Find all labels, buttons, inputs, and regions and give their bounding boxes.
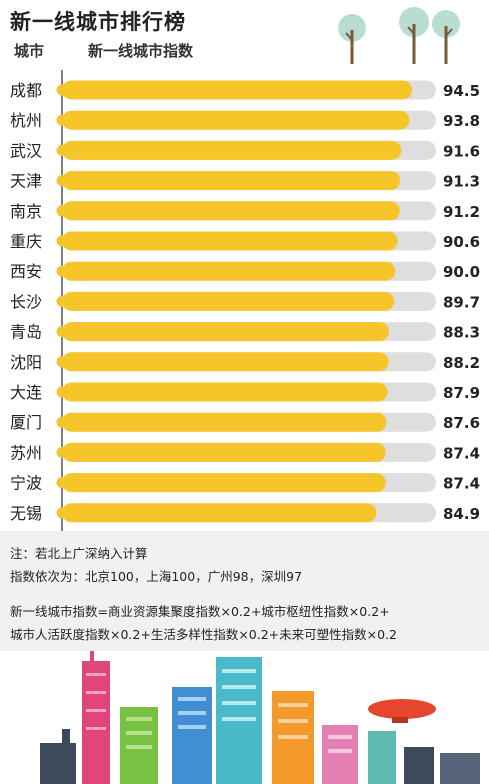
category-label: 宁波 — [10, 474, 42, 493]
bar — [62, 171, 401, 191]
value-label: 87.4 — [443, 475, 480, 493]
bar — [62, 201, 400, 221]
tree-icon — [432, 10, 460, 64]
bar — [62, 80, 412, 100]
value-label: 84.9 — [443, 505, 480, 523]
airship-icon — [368, 699, 436, 719]
axis-dot — [56, 205, 68, 217]
category-label: 武汉 — [10, 141, 42, 160]
category-label: 成都 — [10, 81, 42, 100]
axis-dot — [56, 386, 68, 398]
value-label: 87.6 — [443, 414, 480, 432]
axis-dot — [56, 235, 68, 247]
bar — [62, 473, 386, 493]
city-skyline-illustration — [40, 651, 480, 784]
note-line-1: 注：若北上广深纳入计算 — [10, 546, 148, 561]
column-header-city: 城市 — [14, 42, 45, 60]
category-label: 沈阳 — [10, 353, 42, 372]
category-label: 天津 — [10, 172, 42, 191]
bar — [62, 412, 387, 432]
bar — [62, 291, 395, 311]
value-label: 89.7 — [443, 293, 480, 311]
axis-dot — [56, 295, 68, 307]
value-label: 88.3 — [443, 324, 480, 342]
bar — [62, 442, 386, 462]
category-label: 苏州 — [10, 443, 42, 462]
axis-dot — [56, 416, 68, 428]
category-label: 青岛 — [10, 323, 42, 342]
value-label: 93.8 — [443, 112, 480, 130]
bar-chart: 成都 94.5 杭州 93.8 武汉 91.6 天津 91.3 南京 91.2 重庆 90.6 西安 90… — [10, 70, 480, 531]
axis-dot — [56, 144, 68, 156]
axis-dot — [56, 507, 68, 519]
value-label: 90.6 — [443, 233, 480, 251]
bar — [62, 110, 410, 130]
bar — [62, 382, 388, 402]
value-label: 87.9 — [443, 384, 480, 402]
category-label: 大连 — [10, 383, 42, 402]
bar — [62, 503, 377, 523]
category-label: 重庆 — [10, 232, 42, 251]
category-label: 长沙 — [10, 292, 42, 311]
column-header-index: 新一线城市指数 — [88, 42, 194, 60]
value-label: 91.3 — [443, 173, 480, 191]
axis-dot — [56, 477, 68, 489]
note-line-3: 新一线城市指数=商业资源集聚度指数×0.2+城市枢纽性指数×0.2+ — [10, 604, 390, 619]
bar — [62, 261, 396, 281]
page-title: 新一线城市排行榜 — [10, 10, 186, 34]
tree-icon — [399, 7, 429, 64]
axis-dot — [56, 175, 68, 187]
category-label: 杭州 — [10, 111, 42, 130]
category-label: 无锡 — [10, 504, 42, 523]
tree-decoration — [338, 7, 460, 64]
bar — [62, 140, 402, 160]
tree-icon — [338, 14, 366, 64]
category-label: 西安 — [10, 262, 42, 281]
category-label: 南京 — [10, 202, 42, 221]
axis-dot — [56, 265, 68, 277]
value-label: 87.4 — [443, 444, 480, 462]
axis-dot — [56, 114, 68, 126]
note-line-2: 指数依次为：北京100，上海100，广州98，深圳97 — [10, 569, 303, 584]
category-label: 厦门 — [10, 413, 42, 432]
bar — [62, 352, 389, 372]
value-label: 94.5 — [443, 82, 480, 100]
value-label: 91.2 — [443, 203, 480, 221]
value-label: 90.0 — [443, 263, 480, 281]
axis-dot — [56, 356, 68, 368]
axis-dot — [56, 446, 68, 458]
value-label: 88.2 — [443, 354, 480, 372]
axis-dot — [56, 84, 68, 96]
bar — [62, 231, 398, 251]
notes-panel: 注：若北上广深纳入计算 指数依次为：北京100，上海100，广州98，深圳97 … — [0, 531, 489, 651]
bar — [62, 322, 390, 342]
note-line-4: 城市人活跃度指数×0.2+生活多样性指数×0.2+未来可塑性指数×0.2 — [10, 627, 398, 642]
value-label: 91.6 — [443, 142, 480, 160]
axis-dot — [56, 326, 68, 338]
